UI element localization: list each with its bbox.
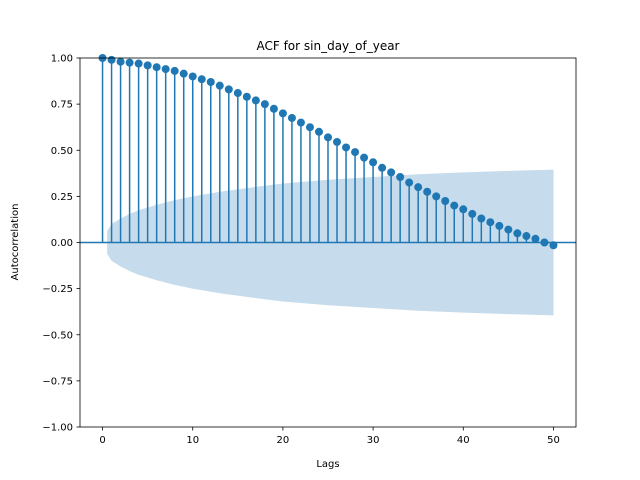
chart-title: ACF for sin_day_of_year: [256, 39, 399, 53]
y-tick-label: 0.25: [51, 192, 73, 203]
acf-point: [278, 109, 287, 118]
y-tick-label: −0.75: [42, 376, 73, 387]
acf-point: [324, 133, 332, 142]
y-tick-label: −0.25: [42, 284, 73, 295]
acf-point: [242, 92, 251, 101]
y-tick-label: −0.50: [42, 330, 73, 341]
y-tick-label: 1.00: [51, 54, 73, 65]
acf-point: [179, 69, 188, 78]
x-tick-label: 30: [367, 435, 380, 446]
acf-point: [107, 55, 116, 64]
y-tick-label: 0.50: [51, 146, 73, 157]
acf-point: [260, 100, 269, 109]
acf-point: [342, 143, 351, 152]
acf-point: [269, 104, 278, 113]
acf-point: [360, 153, 369, 162]
y-tick-label: 0.00: [51, 238, 73, 249]
acf-point: [125, 58, 134, 67]
acf-point: [414, 183, 423, 192]
acf-point: [224, 85, 233, 94]
acf-point: [143, 61, 152, 70]
acf-point: [378, 163, 387, 172]
acf-point: [432, 192, 441, 201]
acf-point: [423, 187, 432, 196]
acf-point: [161, 65, 170, 74]
x-axis-title: Lags: [316, 459, 339, 470]
acf-point: [134, 59, 143, 68]
acf-point: [468, 209, 477, 218]
acf-point: [459, 205, 468, 214]
x-tick-label: 50: [547, 435, 560, 446]
y-tick-label: 0.75: [51, 100, 73, 111]
acf-point: [351, 148, 360, 157]
acf-point: [197, 75, 206, 84]
acf-point: [477, 214, 486, 223]
acf-point: [441, 196, 450, 205]
y-tick-label: −1.00: [42, 423, 73, 434]
acf-point: [405, 178, 414, 187]
y-axis-title: Autocorrelation: [10, 204, 21, 281]
acf-point: [387, 168, 396, 177]
acf-point: [549, 241, 558, 250]
acf-point: [116, 57, 125, 66]
acf-point: [206, 77, 215, 86]
x-tick-label: 0: [99, 435, 105, 446]
acf-point: [522, 232, 531, 241]
x-tick-label: 40: [457, 435, 470, 446]
acf-point: [215, 81, 224, 90]
acf-point: [450, 201, 459, 210]
acf-point: [188, 72, 197, 81]
acf-point: [305, 123, 314, 132]
acf-point: [233, 89, 242, 98]
acf-point: [396, 173, 405, 182]
x-tick-label: 20: [277, 435, 290, 446]
acf-point: [504, 225, 513, 234]
acf-point: [540, 238, 549, 247]
acf-point: [152, 63, 161, 72]
x-tick-label: 10: [186, 435, 199, 446]
acf-point: [333, 137, 342, 146]
acf-point: [531, 234, 540, 243]
acf-point: [513, 229, 522, 238]
acf-point: [251, 96, 260, 105]
acf-point: [314, 127, 323, 136]
acf-point: [495, 221, 504, 230]
acf-point: [170, 66, 179, 75]
acf-point: [287, 113, 296, 122]
acf-point: [486, 218, 495, 227]
acf-point: [296, 118, 305, 127]
plot-area: 0 10 20 30 40 50 −1.00 −0.75 −0.50 −0.25 0.00 0.25 0…: [42, 54, 577, 446]
acf-point: [369, 158, 378, 167]
